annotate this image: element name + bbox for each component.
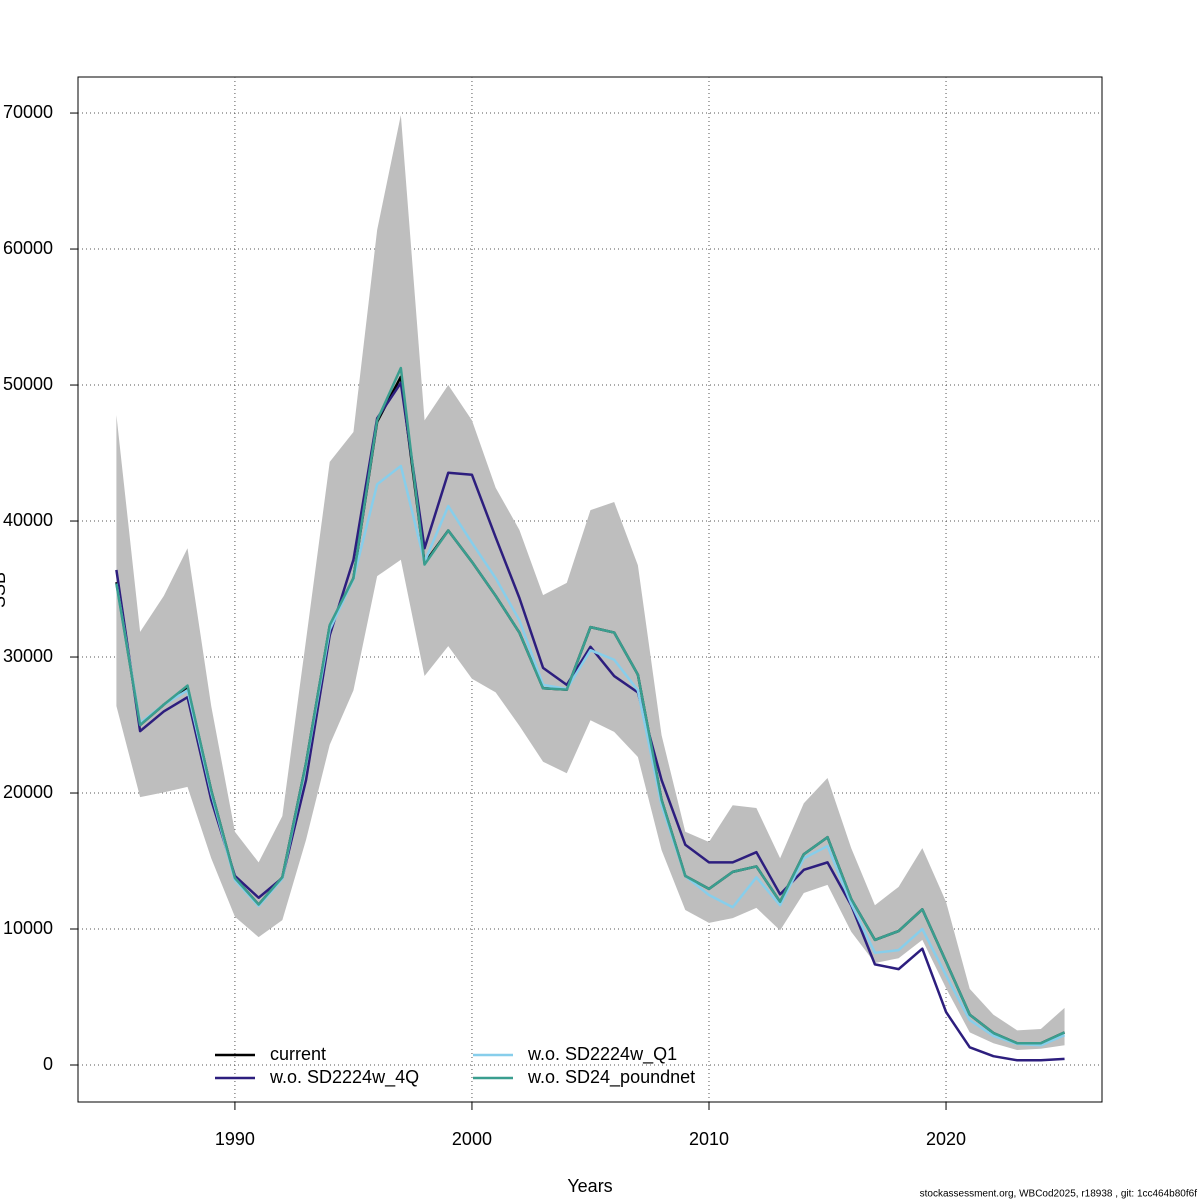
legend-label: w.o. SD24_poundnet: [527, 1067, 695, 1088]
y-tick-label: 30000: [3, 646, 53, 666]
x-tick-label: 1990: [215, 1129, 255, 1149]
y-tick-label: 40000: [3, 510, 53, 530]
legend-label: w.o. SD2224w_4Q: [269, 1067, 419, 1088]
legend-label: w.o. SD2224w_Q1: [527, 1044, 677, 1065]
series-line: [115, 381, 1065, 1062]
legend-label: current: [270, 1044, 326, 1064]
y-tick-label: 0: [43, 1054, 53, 1074]
y-axis-label: SSB: [0, 572, 9, 608]
x-tick-label: 2010: [689, 1129, 729, 1149]
y-tick-label: 60000: [3, 238, 53, 258]
y-tick-label: 70000: [3, 102, 53, 122]
confidence-band: [116, 115, 1065, 1051]
x-tick-label: 2020: [926, 1129, 966, 1149]
footnote: stockassessment.org, WBCod2025, r18938 ,…: [920, 1189, 1198, 1200]
plot-frame: [77, 76, 1103, 1103]
y-tick-label: 50000: [3, 374, 53, 394]
y-tick-label: 10000: [3, 918, 53, 938]
x-tick-label: 2000: [452, 1129, 492, 1149]
x-axis-label: Years: [567, 1176, 612, 1196]
y-tick-label: 20000: [3, 782, 53, 802]
series-line: [115, 366, 1066, 1045]
